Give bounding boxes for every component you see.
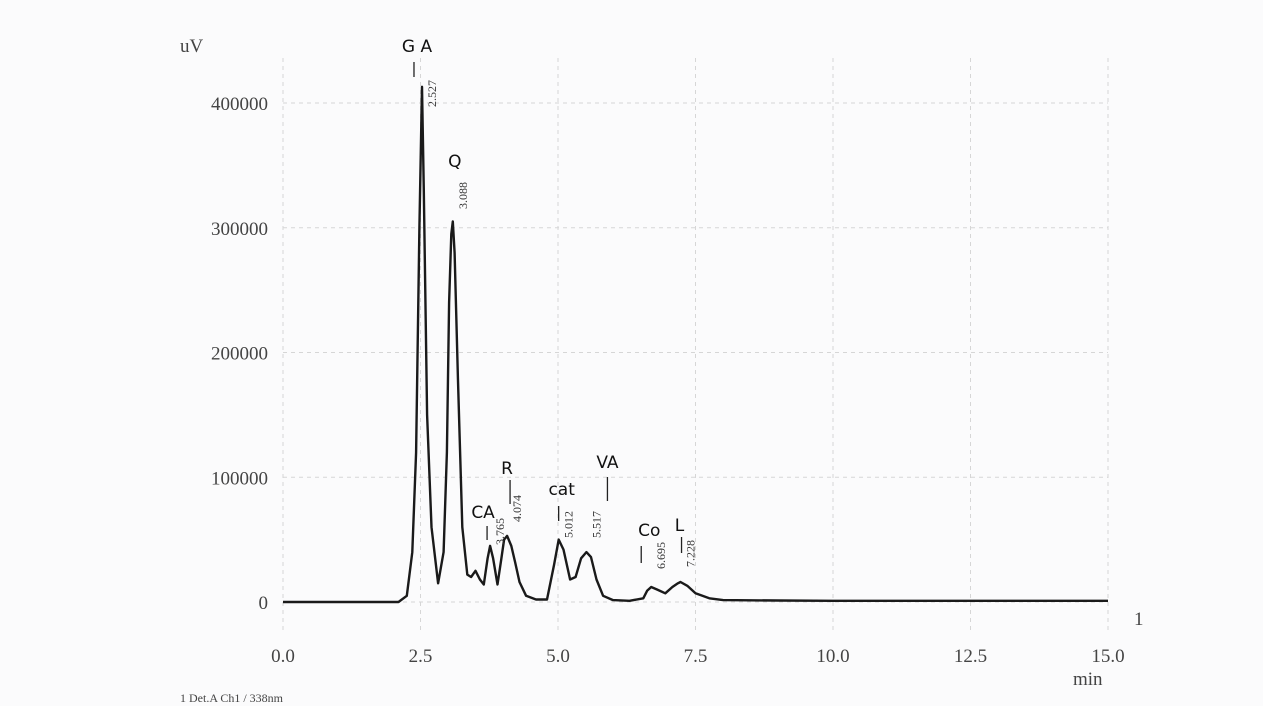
- y-axis-unit: uV: [180, 36, 204, 57]
- chromatogram-trace: [283, 85, 1108, 604]
- retention-time-label: 2.527: [425, 80, 439, 107]
- trace-layer: [283, 85, 1108, 604]
- retention-time-label: 3.088: [456, 182, 470, 209]
- peak-name-label: L: [675, 516, 685, 536]
- y-tick-label: 400000: [211, 94, 268, 115]
- detector-label: 1 Det.A Ch1 / 338nm: [180, 691, 284, 705]
- x-tick-label: 5.0: [546, 646, 570, 667]
- retention-time-label: 4.074: [510, 495, 524, 522]
- peak-name-label: CA: [471, 503, 495, 523]
- peak-annotation-layer: G A 2.527 Q 3.088 CA3.765 R 4.074 cat 5.012 VA 5.5…: [402, 37, 698, 569]
- retention-time-label: 5.517: [589, 511, 603, 538]
- x-tick-label: 7.5: [684, 646, 708, 667]
- peak-name-label: Q: [448, 152, 461, 172]
- x-axis-unit: min: [1073, 669, 1103, 690]
- retention-time-label: 7.228: [684, 540, 698, 567]
- peak-name-label: VA: [596, 453, 619, 473]
- y-tick-label: 0: [259, 593, 269, 614]
- retention-time-label: 3.765: [493, 518, 507, 545]
- axis-layer: 0.0 2.5 5.0 7.5 10.0 12.5 15.0 0 100000 200000 300…: [211, 94, 1125, 667]
- x-tick-label: 2.5: [409, 646, 433, 667]
- peak-name-label: Co: [638, 521, 660, 541]
- x-tick-label: 15.0: [1091, 646, 1124, 667]
- retention-time-label: 5.012: [562, 511, 576, 538]
- y-tick-label: 200000: [211, 344, 268, 365]
- retention-time-label: 6.695: [654, 542, 668, 569]
- channel-marker: 1: [1134, 609, 1144, 630]
- peak-name-label: cat: [548, 480, 575, 500]
- x-tick-label: 10.0: [816, 646, 849, 667]
- peak-name-label: R: [501, 459, 513, 479]
- y-tick-label: 300000: [211, 219, 268, 240]
- x-tick-label: 0.0: [271, 646, 295, 667]
- y-tick-label: 100000: [211, 468, 268, 489]
- peak-name-label: G A: [402, 37, 433, 57]
- x-tick-label: 12.5: [954, 646, 987, 667]
